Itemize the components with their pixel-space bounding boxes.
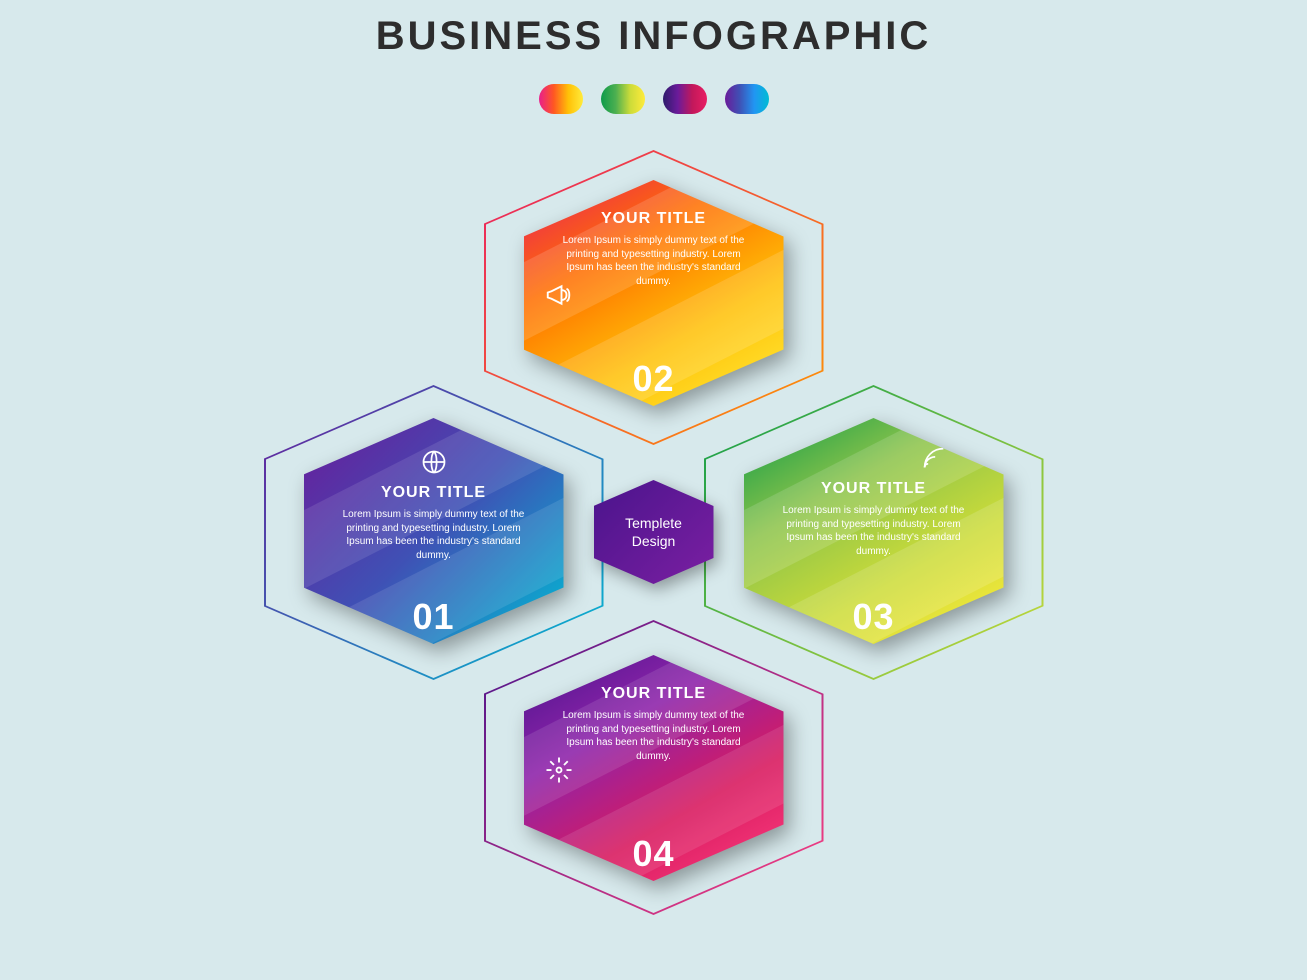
- hex-01: YOUR TITLE Lorem Ipsum is simply dummy t…: [304, 418, 564, 644]
- page-title: BUSINESS INFOGRAPHIC: [0, 14, 1307, 59]
- center-hex: Templete Design: [594, 480, 714, 584]
- color-swatches: [0, 84, 1307, 114]
- hex-04: YOUR TITLE Lorem Ipsum is simply dummy t…: [524, 655, 784, 881]
- hex-02-body: Lorem Ipsum is simply dummy text of the …: [559, 234, 749, 288]
- hex-02: YOUR TITLE Lorem Ipsum is simply dummy t…: [524, 180, 784, 406]
- hex-02-number: 02: [524, 358, 784, 400]
- hex-01-title: YOUR TITLE: [381, 484, 486, 502]
- hex-03-title: YOUR TITLE: [821, 480, 926, 498]
- swatch-1: [539, 84, 583, 114]
- hex-01-number: 01: [304, 596, 564, 638]
- swatch-2: [601, 84, 645, 114]
- signal-icon: [919, 444, 949, 474]
- hex-04-body: Lorem Ipsum is simply dummy text of the …: [559, 709, 749, 763]
- hex-04-title: YOUR TITLE: [601, 685, 706, 703]
- swatch-4: [725, 84, 769, 114]
- hex-03: YOUR TITLE Lorem Ipsum is simply dummy t…: [744, 418, 1004, 644]
- hex-04-number: 04: [524, 833, 784, 875]
- globe-icon: [419, 448, 449, 478]
- hex-03-body: Lorem Ipsum is simply dummy text of the …: [779, 504, 969, 558]
- megaphone-icon: [544, 280, 574, 310]
- swatch-3: [663, 84, 707, 114]
- hex-01-body: Lorem Ipsum is simply dummy text of the …: [339, 508, 529, 562]
- center-label: Templete Design: [625, 514, 682, 550]
- network-icon: [544, 755, 574, 785]
- infographic-stage: YOUR TITLE Lorem Ipsum is simply dummy t…: [304, 150, 1004, 970]
- hex-03-number: 03: [744, 596, 1004, 638]
- hex-02-title: YOUR TITLE: [601, 210, 706, 228]
